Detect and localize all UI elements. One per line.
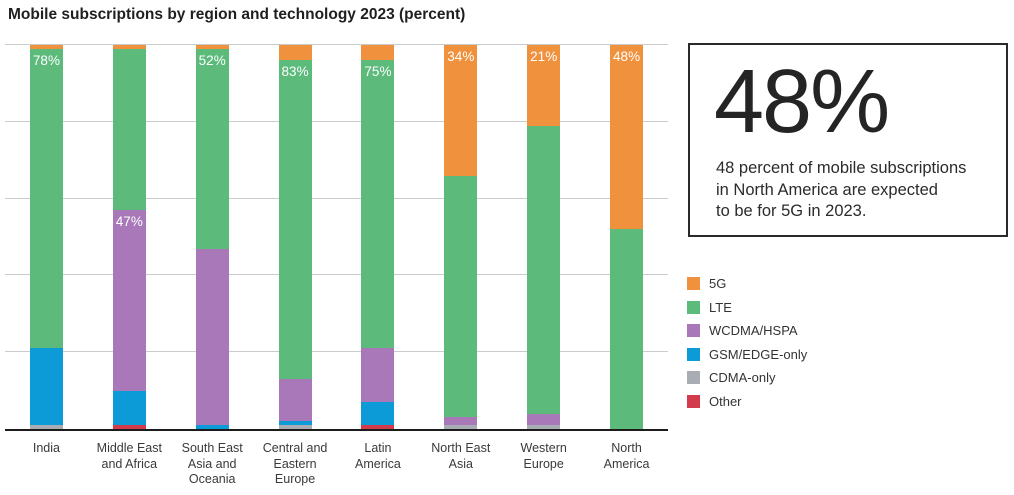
stacked-bar: 83%: [278, 45, 312, 429]
bar-value-label: 34%: [447, 49, 475, 64]
bar-segment-gsm-edge-only: [195, 425, 229, 429]
bar-segment-other: [361, 425, 395, 429]
x-axis-label-latin-america: Latin America: [355, 441, 401, 471]
legend-label-other: Other: [709, 393, 742, 409]
callout-headline: 48%: [714, 52, 890, 152]
bar-group-western-europe: 21%: [502, 45, 585, 429]
stacked-bar: 21%: [527, 45, 561, 429]
bar-segment-lte: [610, 229, 644, 429]
legend-swatch-other: [687, 394, 700, 408]
legend-item-cdma-only: CDMA-only: [687, 370, 807, 385]
legend-swatch-lte: [687, 300, 700, 314]
bar-segment-lte: [527, 125, 561, 414]
bar-segment-5g: [361, 45, 395, 61]
legend-swatch-gsm-edge-only: [687, 347, 700, 361]
bar-segment-gsm-edge-only: [361, 402, 395, 426]
legend-label-lte: LTE: [709, 299, 732, 315]
bar-group-north-east-asia: 34%: [419, 45, 502, 429]
bar-value-label: 83%: [281, 64, 309, 80]
plot-area: 78% 47% 52% 83% 75% 34% 21% 48%: [5, 44, 668, 431]
bar-segment-lte: [195, 48, 229, 249]
legend: 5G LTE WCDMA/HSPA GSM/EDGE-only CDMA-only Oth…: [687, 276, 807, 417]
bar-group-north-america: 48%: [585, 45, 668, 429]
callout-box: 48% 48 percent of mobile subscriptions i…: [688, 43, 1008, 237]
bar-value-label: 21%: [530, 49, 558, 64]
bar-segment-5g: [29, 45, 63, 49]
bar-group-middle-east-and-africa: 47%: [88, 45, 171, 429]
legend-item-wcdma-hspa: WCDMA/HSPA: [687, 323, 807, 338]
bars-row: 78% 47% 52% 83% 75% 34% 21% 48%: [5, 45, 668, 429]
bar-segment-5g: [278, 45, 312, 61]
stacked-bar: 48%: [610, 45, 644, 429]
x-axis-labels: India Middle East and Africa South East As…: [5, 441, 668, 488]
bar-segment-wcdma-hspa: [527, 413, 561, 426]
bar-segment-gsm-edge-only: [112, 390, 146, 426]
legend-label-5g: 5G: [709, 276, 727, 291]
bar-segment-5g: [112, 45, 146, 49]
x-axis-label-north-east-asia: North East Asia: [431, 441, 491, 471]
bar-group-south-east-asia-and-oceania: 52%: [171, 45, 254, 429]
gridline-80: [5, 120, 668, 122]
legend-label-cdma-only: CDMA-only: [709, 370, 776, 385]
bar-segment-lte: [112, 48, 146, 211]
bar-segment-lte: [278, 60, 312, 380]
legend-item-gsm-edge-only: GSM/EDGE-only: [687, 347, 807, 362]
stacked-bar: 52%: [195, 45, 229, 429]
bar-value-label: 75%: [364, 64, 392, 80]
legend-swatch-5g: [687, 277, 700, 290]
bar-segment-cdma-only: [278, 425, 312, 429]
stacked-bar: 47%: [112, 45, 146, 429]
bar-segment-lte: [444, 175, 478, 418]
legend-item-lte: LTE: [687, 300, 807, 315]
x-axis-label-central-and-eastern-europe: Central and Eastern Europe: [262, 441, 328, 486]
x-axis-label-north-america: North America: [603, 441, 650, 471]
bar-segment-wcdma-hspa: [361, 348, 395, 403]
bar-group-latin-america: 75%: [337, 45, 420, 429]
x-axis-label-western-europe: Western Europe: [520, 441, 567, 471]
bar-segment-5g: [610, 45, 644, 230]
gridline-100: [5, 44, 668, 45]
bar-segment-5g: [444, 45, 478, 176]
bar-group-india: 78%: [5, 45, 88, 429]
legend-label-wcdma-hspa: WCDMA/HSPA: [709, 323, 798, 338]
bar-group-central-and-eastern-europe: 83%: [254, 45, 337, 429]
bar-value-label: 52%: [198, 52, 226, 68]
legend-swatch-cdma-only: [687, 371, 700, 384]
legend-item-5g: 5G: [687, 276, 807, 291]
bar-segment-lte: [361, 60, 395, 349]
bar-segment-gsm-edge-only: [278, 421, 312, 426]
x-axis-label-middle-east-and-africa: Middle East and Africa: [96, 441, 162, 471]
chart-title: Mobile subscriptions by region and techn…: [8, 6, 466, 23]
bar-value-label: 48%: [613, 49, 641, 64]
bar-segment-wcdma-hspa: [112, 210, 146, 391]
bar-segment-cdma-only: [29, 425, 63, 429]
gridline-20: [5, 351, 668, 353]
bar-segment-wcdma-hspa: [195, 248, 229, 426]
bar-segment-other: [112, 425, 146, 429]
bar-value-label: 78%: [32, 52, 60, 68]
legend-item-other: Other: [687, 394, 807, 409]
legend-label-gsm-edge-only: GSM/EDGE-only: [709, 346, 808, 362]
bar-segment-5g: [195, 45, 229, 49]
legend-swatch-wcdma-hspa: [687, 324, 700, 337]
bar-segment-cdma-only: [527, 425, 561, 429]
bar-segment-5g: [527, 45, 561, 126]
gridline-60: [5, 197, 668, 199]
stacked-bar: 75%: [361, 45, 395, 429]
gridline-40: [5, 274, 668, 276]
bar-segment-cdma-only: [444, 425, 478, 429]
bar-segment-gsm-edge-only: [29, 348, 63, 426]
stacked-bar: 34%: [444, 45, 478, 429]
x-axis-label-south-east-asia-and-oceania: South East Asia and Oceania: [181, 441, 243, 486]
bar-segment-wcdma-hspa: [278, 379, 312, 422]
stacked-bar: 78%: [29, 45, 63, 429]
bar-value-label: 47%: [115, 214, 143, 230]
x-axis-label-india: India: [32, 441, 60, 455]
callout-body: 48 percent of mobile subscriptions in No…: [716, 159, 967, 220]
bar-segment-wcdma-hspa: [444, 417, 478, 426]
bar-segment-lte: [29, 48, 63, 349]
